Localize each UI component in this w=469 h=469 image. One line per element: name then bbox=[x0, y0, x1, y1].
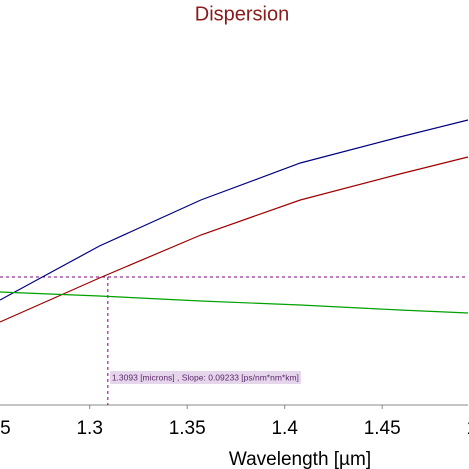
x-tick-label: 1.3 bbox=[76, 418, 102, 439]
x-tick-label: 1.5 bbox=[466, 418, 469, 439]
chart-title: Dispersion bbox=[195, 3, 289, 25]
annotation-bg bbox=[109, 371, 301, 384]
x-tick-label: 1.4 bbox=[271, 418, 298, 439]
x-axis-label: Wavelength [µm] bbox=[229, 449, 371, 469]
line-series bbox=[0, 291, 469, 314]
line-series bbox=[0, 156, 469, 323]
line-series bbox=[0, 119, 469, 301]
x-tick-label: 1.25 bbox=[0, 418, 11, 439]
annotation: 1.3093 [microns] , Slope: 0.09233 [ps/nm… bbox=[112, 372, 299, 382]
x-tick-label: 1.35 bbox=[169, 418, 206, 439]
x-tick-label: 1.45 bbox=[364, 418, 401, 439]
